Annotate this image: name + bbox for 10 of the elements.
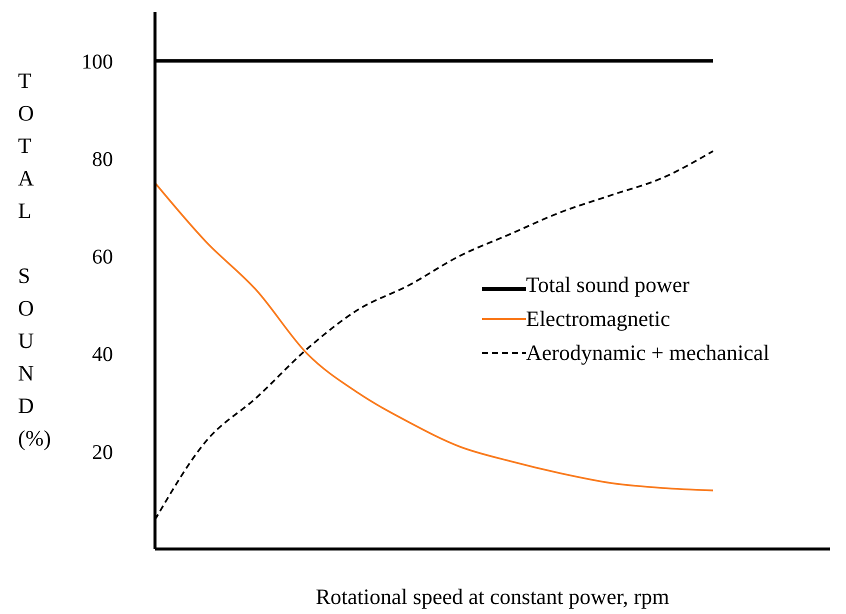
y-tick-label: 100 — [82, 49, 113, 74]
x-axis-title: Rotational speed at constant power, rpm — [316, 584, 670, 609]
y-tick-label: 60 — [92, 244, 113, 269]
legend-label: Aerodynamic + mechanical — [526, 340, 770, 366]
y-tick-label: 20 — [92, 440, 113, 464]
y-tick-label: 40 — [92, 342, 113, 366]
text: TOTAL SOUND (%) — [18, 68, 51, 450]
y-tick-label: 80 — [92, 146, 113, 171]
legend-label: Electromagnetic — [526, 306, 670, 332]
legend-label: Total sound power — [526, 272, 690, 298]
